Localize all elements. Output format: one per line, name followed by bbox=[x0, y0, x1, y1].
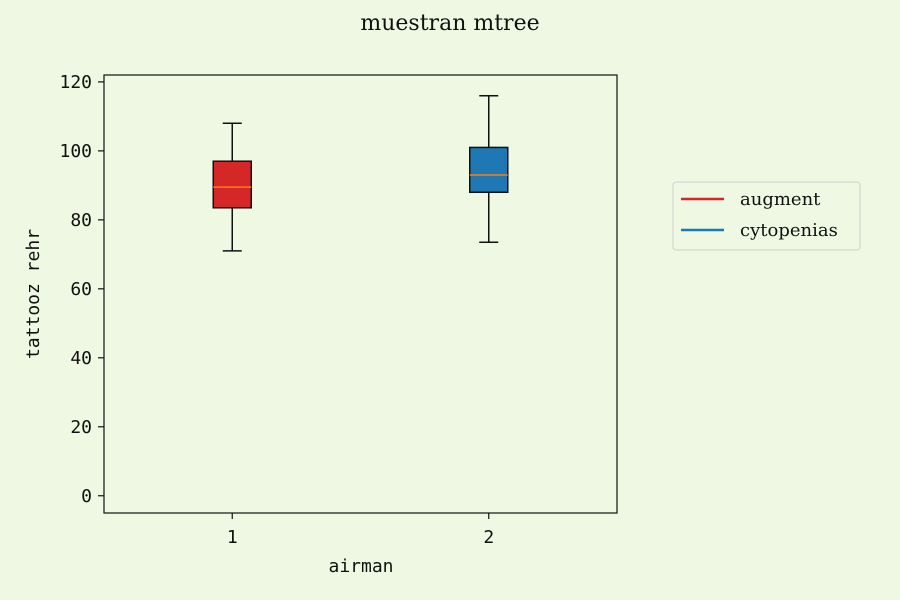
plot-area-frame bbox=[103, 74, 618, 514]
chart-title: muestran mtree bbox=[360, 11, 539, 36]
x-axis-label: airman bbox=[328, 556, 393, 577]
box-plot-series bbox=[212, 94, 509, 252]
legend-label-cytopenias: cytopenias bbox=[740, 220, 838, 241]
box-iqr bbox=[212, 160, 252, 209]
y-tick-label: 0 bbox=[81, 486, 92, 507]
y-tick-label: 60 bbox=[70, 279, 92, 300]
x-tick-label: 2 bbox=[483, 527, 494, 548]
box-group-cytopenias bbox=[469, 94, 509, 244]
legend: augment cytopenias bbox=[672, 181, 861, 251]
box-group-augment bbox=[212, 122, 252, 252]
legend-label-augment: augment bbox=[740, 189, 821, 210]
y-axis: 0 20 40 60 80 100 120 bbox=[59, 72, 104, 507]
y-tick-label: 20 bbox=[70, 417, 92, 438]
y-axis-label: tattooz rehr bbox=[23, 229, 44, 359]
y-tick-label: 120 bbox=[59, 72, 92, 93]
y-tick-label: 40 bbox=[70, 348, 92, 369]
box-iqr bbox=[469, 146, 509, 194]
x-tick-label: 1 bbox=[227, 527, 238, 548]
y-tick-label: 80 bbox=[70, 210, 92, 231]
y-tick-label: 100 bbox=[59, 141, 92, 162]
